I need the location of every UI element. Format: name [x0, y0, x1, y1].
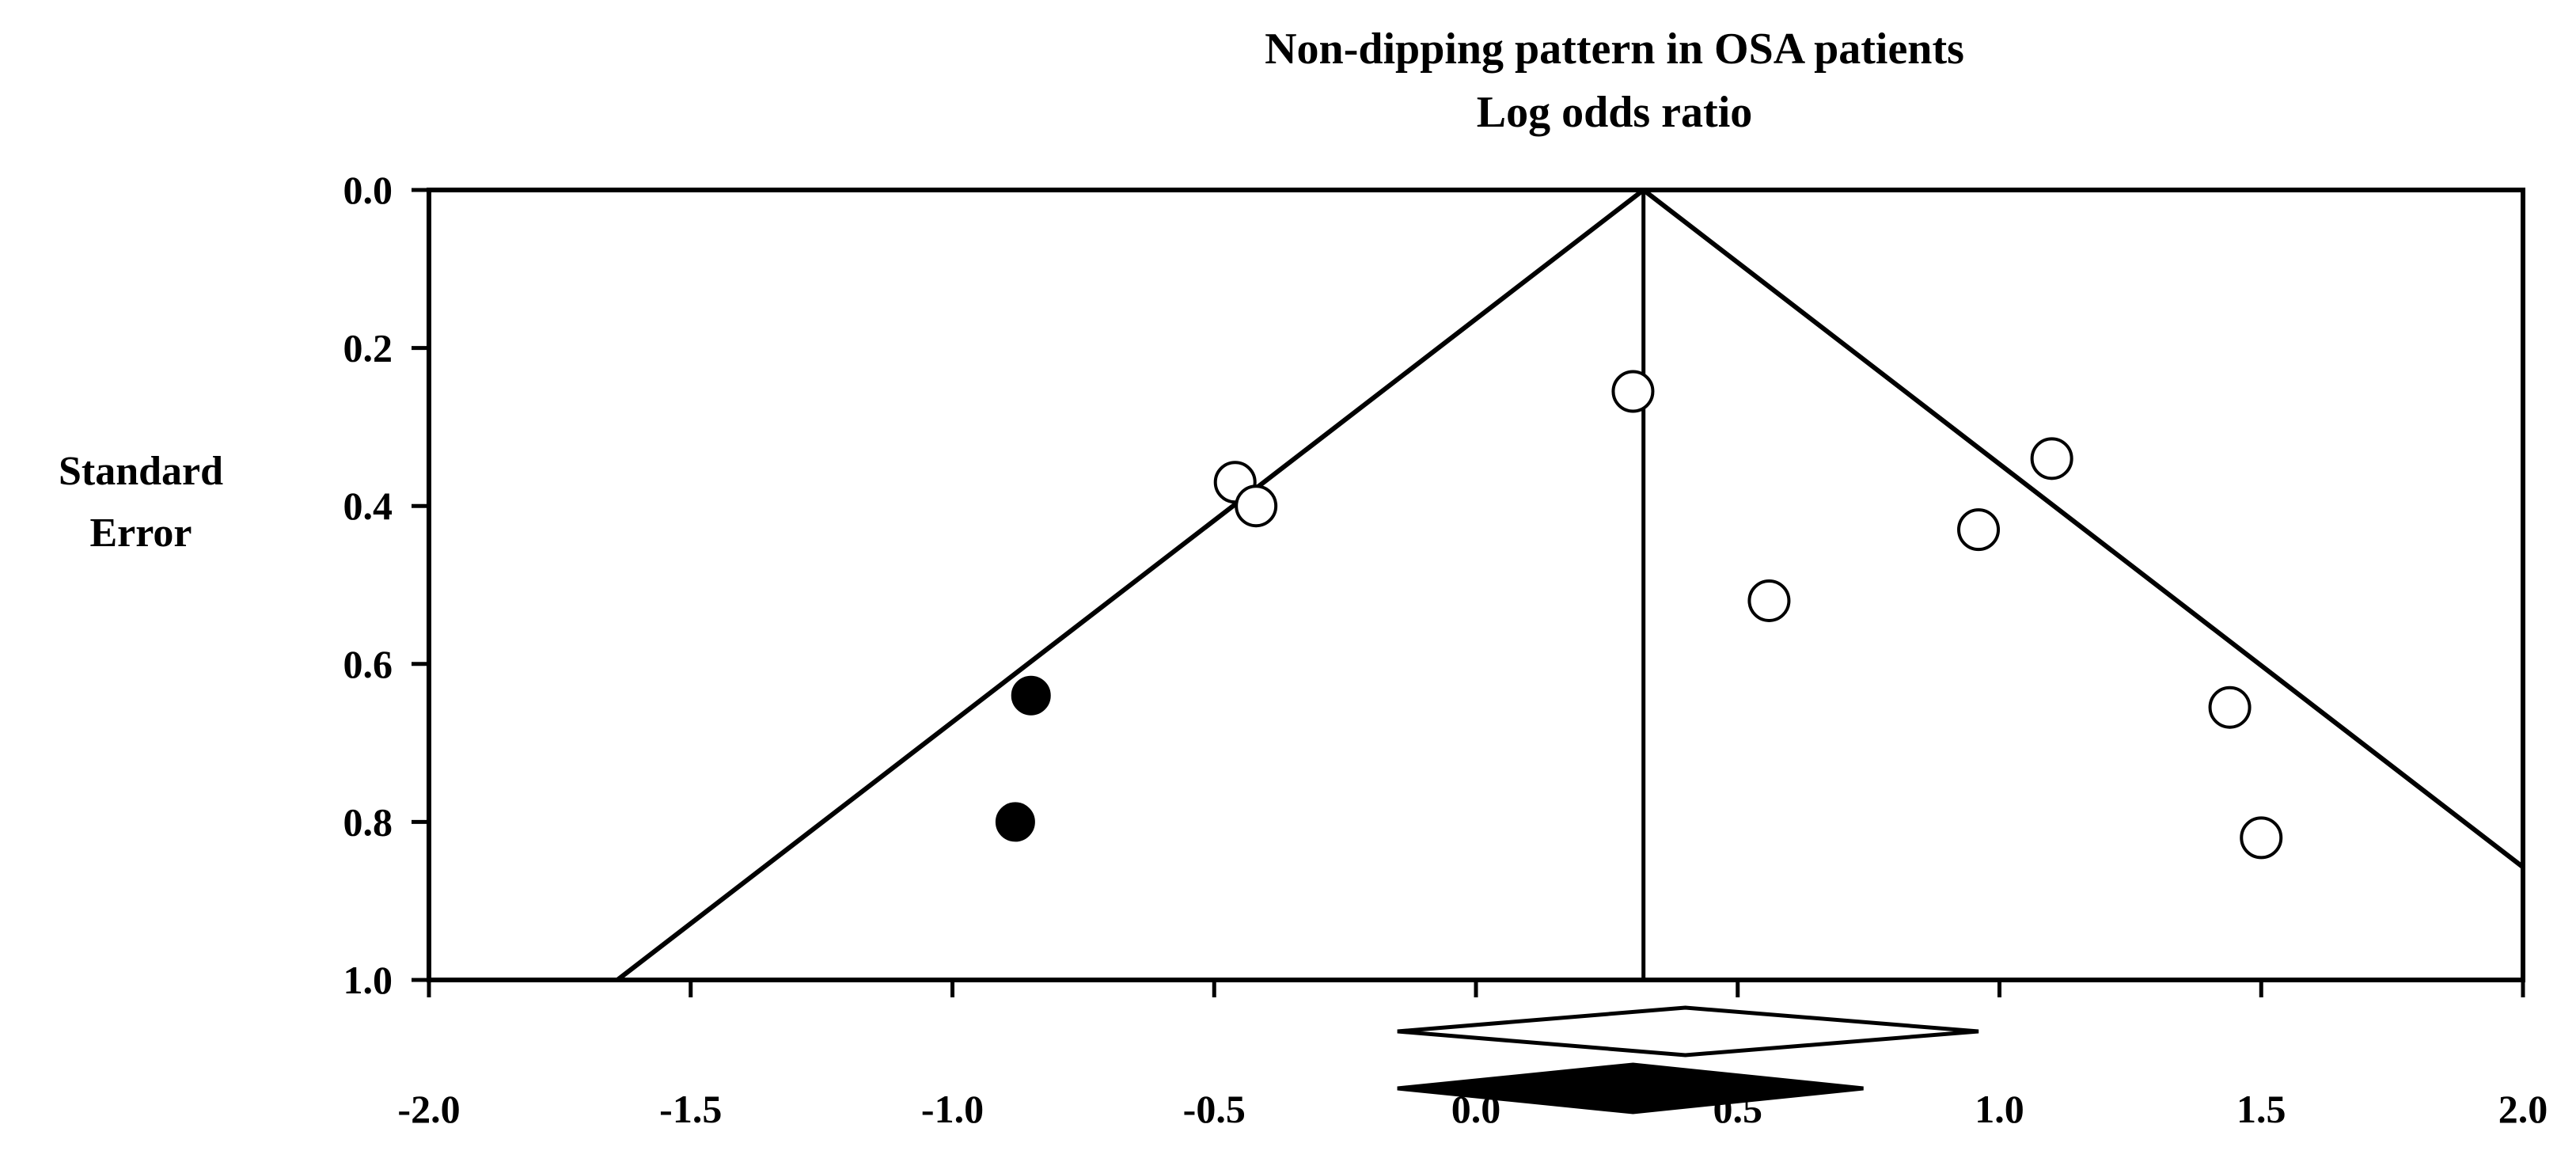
- observed-study-point: [1235, 484, 1278, 528]
- imputed-study-point: [995, 802, 1035, 842]
- funnel-lines: [616, 190, 2523, 980]
- summary-diamonds: [1397, 1005, 1979, 1115]
- chart-subtitle: Log odds ratio: [1477, 88, 1753, 137]
- x-tick-label: 1.0: [1975, 1087, 2024, 1131]
- imputed-summary-diamond: [1397, 1062, 1864, 1115]
- chart-title-group: Non-dipping pattern in OSA patients Log …: [1265, 25, 1964, 137]
- imputed-study-point: [1011, 675, 1051, 716]
- x-tick-label: -1.5: [659, 1087, 722, 1131]
- x-axis-ticks: -2.0 -1.5 -1.0 -0.5 0.0 0.5 1.0 1.5 2.0: [397, 980, 2548, 1131]
- y-axis-label-line-1: Standard: [59, 449, 223, 494]
- observed-study-point: [2208, 685, 2252, 729]
- x-tick-label: -0.5: [1183, 1087, 1246, 1131]
- y-tick-label: 0.6: [343, 642, 393, 686]
- x-tick-label: -2.0: [397, 1087, 460, 1131]
- observed-study-point: [2030, 437, 2073, 480]
- funnel-left-line: [616, 190, 1645, 980]
- plot-frame: [427, 188, 2525, 982]
- y-tick-label: 0.4: [343, 484, 393, 528]
- y-axis-label: Standard Error: [59, 449, 223, 556]
- y-tick-label: 0.8: [343, 799, 393, 844]
- observed-study-point: [1957, 508, 2001, 552]
- x-tick-label: 1.5: [2236, 1087, 2286, 1131]
- y-tick-label: 1.0: [343, 958, 393, 1002]
- observed-study-point: [1611, 370, 1655, 413]
- study-points: [995, 370, 2283, 860]
- chart-title: Non-dipping pattern in OSA patients: [1265, 25, 1964, 74]
- y-tick-label: 0.0: [343, 168, 393, 212]
- y-axis-label-line-2: Error: [90, 511, 192, 556]
- observed-summary-diamond: [1397, 1005, 1979, 1058]
- plot-border: [427, 188, 2525, 982]
- x-tick-label: -1.0: [921, 1087, 984, 1131]
- observed-study-point: [1747, 579, 1791, 622]
- y-axis-ticks: 0.0 0.2 0.4 0.6 0.8 1.0: [343, 168, 429, 1002]
- x-tick-label: 2.0: [2498, 1087, 2548, 1131]
- observed-study-point: [2240, 816, 2283, 860]
- funnel-right-line: [1641, 190, 2523, 871]
- y-tick-label: 0.2: [343, 326, 393, 370]
